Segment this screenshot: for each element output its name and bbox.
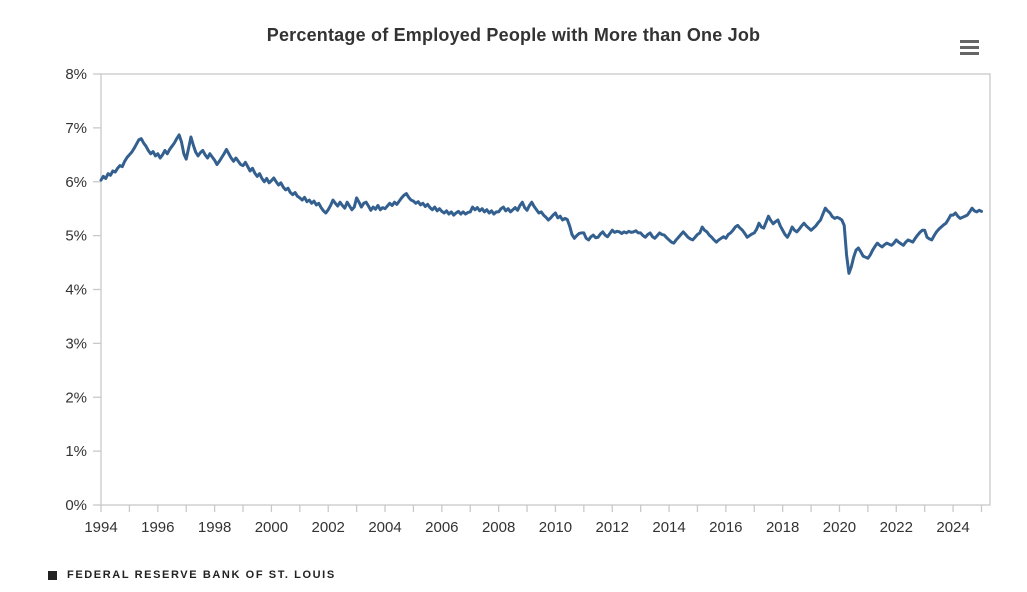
x-axis-tick-label: 2016 xyxy=(709,519,742,536)
hamburger-menu-icon[interactable] xyxy=(960,39,982,58)
y-axis-tick-label: 3% xyxy=(65,335,87,352)
plot-border xyxy=(100,73,991,506)
data-line-series xyxy=(99,133,983,275)
x-axis-tick-label: 2002 xyxy=(312,519,345,536)
hamburger-bar xyxy=(960,45,979,49)
y-axis-tick-label: 8% xyxy=(65,66,87,83)
x-axis-tick-label: 2024 xyxy=(936,519,969,536)
x-axis-tick-label: 2006 xyxy=(425,519,458,536)
x-axis-tick-label: 2022 xyxy=(880,519,913,536)
footer-brand: FEDERAL RESERVE BANK OF ST. LOUIS xyxy=(48,569,336,581)
y-axis-tick-label: 4% xyxy=(65,282,87,299)
y-axis-tick-label: 1% xyxy=(65,443,87,460)
x-axis-tick-label: 1998 xyxy=(198,519,231,536)
x-axis-tick-label: 1994 xyxy=(84,519,117,536)
square-icon xyxy=(48,570,57,580)
x-axis-tick-label: 2008 xyxy=(482,519,515,536)
x-axis-tick-label: 1996 xyxy=(141,519,174,536)
chart-title: Percentage of Employed People with More … xyxy=(266,25,761,45)
x-axis-tick-label: 2010 xyxy=(539,519,572,536)
x-axis-tick-label: 2014 xyxy=(652,519,685,536)
y-axis-tick-label: 5% xyxy=(65,228,87,245)
x-axis-tick-label: 2020 xyxy=(823,519,856,536)
y-axis-tick-label: 2% xyxy=(65,389,87,406)
x-axis-tick-label: 2012 xyxy=(596,519,629,536)
x-axis-tick-label: 2004 xyxy=(368,519,401,536)
y-axis-tick-label: 6% xyxy=(65,174,87,191)
y-axis-tick-label: 7% xyxy=(65,120,87,137)
x-axis-tick-label: 2018 xyxy=(766,519,799,536)
y-axis-tick-label: 0% xyxy=(65,497,87,514)
hamburger-bar xyxy=(960,39,979,43)
x-axis-tick-label: 2000 xyxy=(255,519,288,536)
hamburger-bar xyxy=(960,51,979,55)
footer-brand-label: FEDERAL RESERVE BANK OF ST. LOUIS xyxy=(67,569,336,581)
